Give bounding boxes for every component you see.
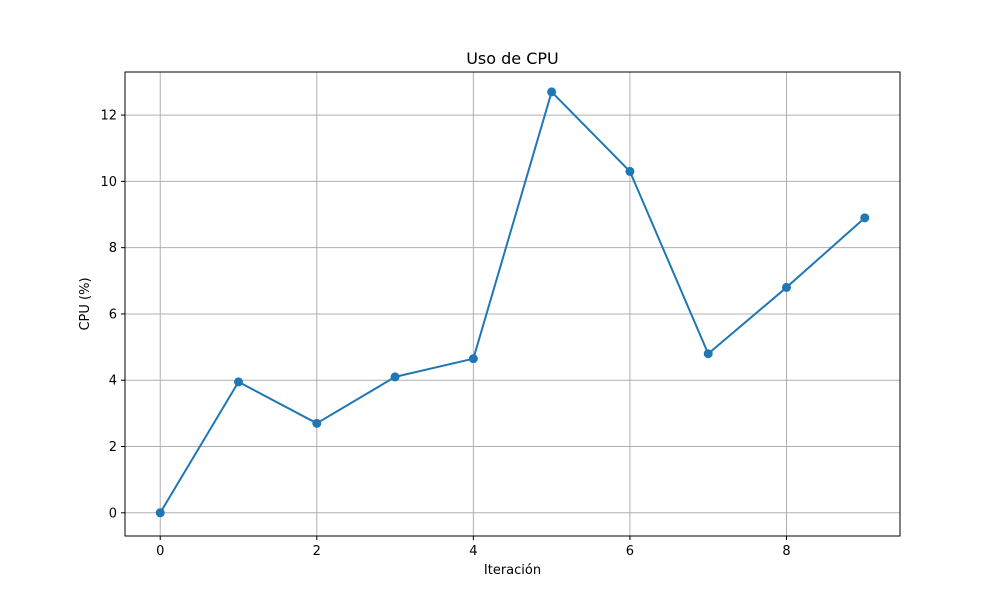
x-tick-label: 0 xyxy=(156,544,164,559)
data-point xyxy=(781,282,791,292)
ticks-layer: 0 2 4 6 8 0 2 4 6 8 10 12 xyxy=(100,109,790,559)
y-tick-label: 8 xyxy=(109,241,117,256)
x-axis-title: Iteración xyxy=(484,563,541,578)
plot-frame xyxy=(124,71,901,537)
data-point xyxy=(468,354,478,364)
y-tick-label: 6 xyxy=(109,307,117,322)
grid-layer xyxy=(125,72,900,536)
data-point xyxy=(312,418,322,428)
data-point xyxy=(860,213,870,223)
data-point xyxy=(625,166,635,176)
chart-title: Uso de CPU xyxy=(466,49,559,68)
y-tick-label: 2 xyxy=(109,440,117,455)
data-point xyxy=(703,349,713,359)
y-tick-label: 10 xyxy=(100,175,117,190)
y-tick-label: 0 xyxy=(109,506,117,521)
y-tick-label: 12 xyxy=(100,109,117,124)
x-tick-label: 8 xyxy=(782,544,790,559)
series-line xyxy=(159,90,866,514)
data-point xyxy=(234,377,244,387)
data-point xyxy=(547,87,557,97)
series-layer xyxy=(155,87,870,518)
x-tick-label: 4 xyxy=(469,544,477,559)
data-point xyxy=(390,372,400,382)
data-point xyxy=(155,508,165,518)
y-axis-title: CPU (%) xyxy=(78,277,93,330)
x-tick-label: 2 xyxy=(313,544,321,559)
x-tick-label: 6 xyxy=(626,544,634,559)
y-tick-label: 4 xyxy=(109,374,117,389)
